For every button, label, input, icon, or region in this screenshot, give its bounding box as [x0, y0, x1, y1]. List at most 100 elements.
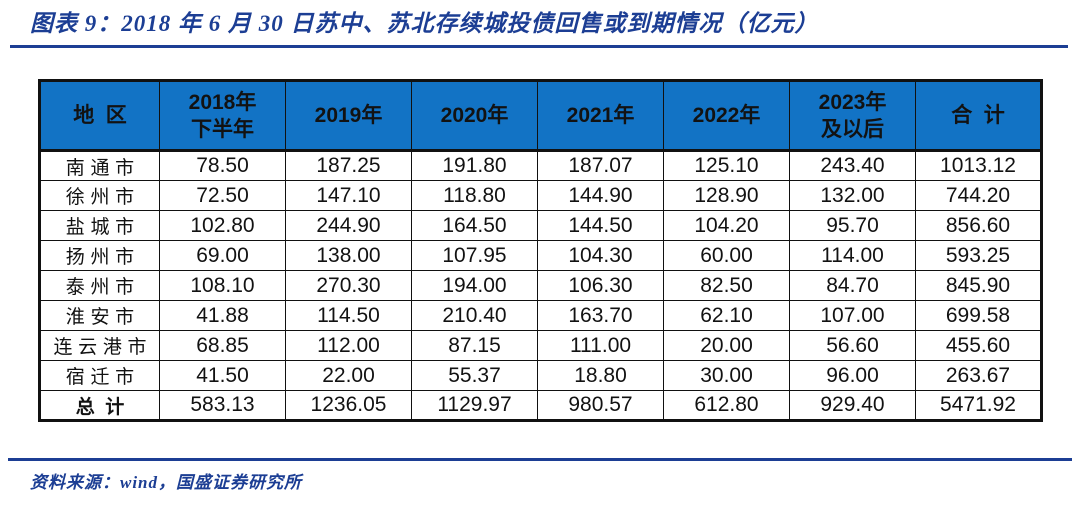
- col-header-2023plus: 2023年 及以后: [789, 80, 916, 151]
- col-header-text: 2018年: [188, 90, 257, 114]
- col-header-text: 2021年: [566, 104, 635, 127]
- value-cell: 583.13: [159, 390, 286, 421]
- table-row: 连云港市 68.85 112.00 87.15 111.00 20.00 56.60 455.…: [39, 330, 1042, 361]
- table-row: 扬州市 69.00 138.00 107.95 104.30 60.00 114.00 593…: [39, 240, 1042, 271]
- value-cell: 243.40: [789, 150, 916, 181]
- title-divider: [10, 45, 1068, 48]
- value-cell: 455.60: [915, 330, 1042, 361]
- value-cell: 128.90: [663, 180, 790, 211]
- value-cell: 210.40: [411, 300, 538, 331]
- value-cell: 112.00: [285, 330, 412, 361]
- table-row: 南通市 78.50 187.25 191.80 187.07 125.10 243.40 10…: [39, 150, 1042, 181]
- value-cell: 191.80: [411, 150, 538, 181]
- region-cell: 扬州市: [39, 240, 160, 271]
- table-body: 南通市 78.50 187.25 191.80 187.07 125.10 243.40 10…: [39, 150, 1042, 421]
- value-cell: 106.30: [537, 270, 664, 301]
- col-header-2022: 2022年: [663, 80, 790, 151]
- value-cell: 18.80: [537, 360, 664, 391]
- table-row: 淮安市 41.88 114.50 210.40 163.70 62.10 107.00 699…: [39, 300, 1042, 331]
- value-cell: 60.00: [663, 240, 790, 271]
- source-divider: [8, 458, 1072, 461]
- col-header-2021: 2021年: [537, 80, 664, 151]
- value-cell: 244.90: [285, 210, 412, 241]
- table-row: 泰州市 108.10 270.30 194.00 106.30 82.50 84.70 845…: [39, 270, 1042, 301]
- region-cell: 徐州市: [39, 180, 160, 211]
- value-cell: 1236.05: [285, 390, 412, 421]
- table-row: 盐城市 102.80 244.90 164.50 144.50 104.20 95.70 85…: [39, 210, 1042, 241]
- value-cell: 95.70: [789, 210, 916, 241]
- value-cell: 164.50: [411, 210, 538, 241]
- value-cell: 107.00: [789, 300, 916, 331]
- value-cell: 87.15: [411, 330, 538, 361]
- value-cell: 132.00: [789, 180, 916, 211]
- value-cell: 147.10: [285, 180, 412, 211]
- value-cell: 1129.97: [411, 390, 538, 421]
- value-cell: 187.07: [537, 150, 664, 181]
- col-header-text: 下半年: [191, 117, 254, 141]
- value-cell: 118.80: [411, 180, 538, 211]
- value-cell: 69.00: [159, 240, 286, 271]
- region-cell: 总计: [39, 390, 160, 421]
- value-cell: 107.95: [411, 240, 538, 271]
- value-cell: 845.90: [915, 270, 1042, 301]
- value-cell: 270.30: [285, 270, 412, 301]
- value-cell: 187.25: [285, 150, 412, 181]
- value-cell: 980.57: [537, 390, 664, 421]
- col-header-text: 及以后: [821, 117, 884, 141]
- value-cell: 744.20: [915, 180, 1042, 211]
- region-cell: 淮安市: [39, 300, 160, 331]
- source-note: 资料来源：wind，国盛证券研究所: [30, 472, 303, 492]
- value-cell: 138.00: [285, 240, 412, 271]
- value-cell: 102.80: [159, 210, 286, 241]
- value-cell: 20.00: [663, 330, 790, 361]
- value-cell: 30.00: [663, 360, 790, 391]
- value-cell: 263.67: [915, 360, 1042, 391]
- value-cell: 68.85: [159, 330, 286, 361]
- bond-maturity-table: 地区 2018年 下半年 2019年 2020年 2021年: [38, 79, 1043, 422]
- region-cell: 宿迁市: [39, 360, 160, 391]
- col-header-text: 2020年: [440, 104, 509, 127]
- region-cell: 南通市: [39, 150, 160, 181]
- value-cell: 114.00: [789, 240, 916, 271]
- value-cell: 56.60: [789, 330, 916, 361]
- col-header-total: 合计: [915, 80, 1042, 151]
- col-header-2018h2: 2018年 下半年: [159, 80, 286, 151]
- col-header-text: 2022年: [692, 104, 761, 127]
- table-total-row: 总计 583.13 1236.05 1129.97 980.57 612.80 929.40…: [39, 390, 1042, 421]
- value-cell: 82.50: [663, 270, 790, 301]
- value-cell: 22.00: [285, 360, 412, 391]
- value-cell: 612.80: [663, 390, 790, 421]
- value-cell: 78.50: [159, 150, 286, 181]
- value-cell: 55.37: [411, 360, 538, 391]
- value-cell: 108.10: [159, 270, 286, 301]
- col-header-text: 2023年: [818, 90, 887, 114]
- value-cell: 699.58: [915, 300, 1042, 331]
- region-cell: 盐城市: [39, 210, 160, 241]
- value-cell: 144.90: [537, 180, 664, 211]
- value-cell: 929.40: [789, 390, 916, 421]
- value-cell: 62.10: [663, 300, 790, 331]
- value-cell: 41.50: [159, 360, 286, 391]
- table-row: 徐州市 72.50 147.10 118.80 144.90 128.90 132.00 74…: [39, 180, 1042, 211]
- col-header-region: 地区: [39, 80, 160, 151]
- value-cell: 72.50: [159, 180, 286, 211]
- value-cell: 856.60: [915, 210, 1042, 241]
- col-header-2020: 2020年: [411, 80, 538, 151]
- header-row: 地区 2018年 下半年 2019年 2020年 2021年: [39, 80, 1042, 151]
- value-cell: 111.00: [537, 330, 664, 361]
- region-cell: 连云港市: [39, 330, 160, 361]
- value-cell: 104.20: [663, 210, 790, 241]
- value-cell: 144.50: [537, 210, 664, 241]
- table-row: 宿迁市 41.50 22.00 55.37 18.80 30.00 96.00 263.67: [39, 360, 1042, 391]
- value-cell: 163.70: [537, 300, 664, 331]
- value-cell: 593.25: [915, 240, 1042, 271]
- value-cell: 194.00: [411, 270, 538, 301]
- value-cell: 5471.92: [915, 390, 1042, 421]
- col-header-text: 地区: [73, 104, 139, 127]
- region-cell: 泰州市: [39, 270, 160, 301]
- value-cell: 41.88: [159, 300, 286, 331]
- value-cell: 1013.12: [915, 150, 1042, 181]
- figure-title: 图表 9：2018 年 6 月 30 日苏中、苏北存续城投债回售或到期情况（亿元…: [30, 11, 819, 36]
- value-cell: 96.00: [789, 360, 916, 391]
